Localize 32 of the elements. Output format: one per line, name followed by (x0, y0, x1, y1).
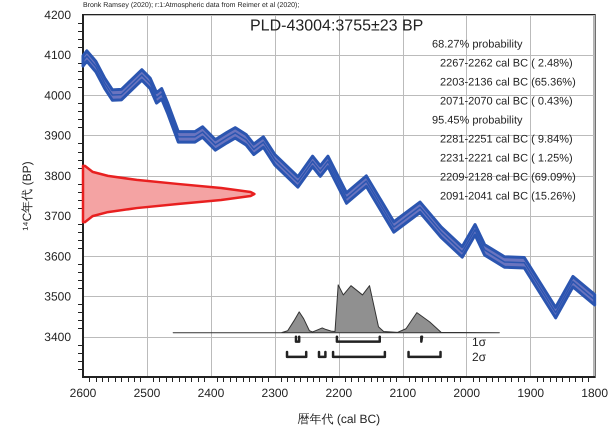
x-tick-label: 2000 (453, 386, 480, 400)
annotation: 2091-2041 cal BC (15.26%) (440, 190, 576, 202)
annotation: 68.27% probability (432, 38, 524, 50)
annotation: 2σ (472, 350, 487, 364)
annotation: 2267-2262 cal BC ( 2.48%) (440, 58, 573, 70)
y-tick-label: 4100 (44, 48, 72, 62)
annotation: 2209-2128 cal BC (69.09%) (440, 172, 576, 184)
x-tick-label: 2200 (325, 386, 352, 400)
annotation: 2281-2251 cal BC ( 9.84%) (440, 134, 573, 146)
x-tick-label: 1800 (581, 386, 608, 400)
annotation: 2231-2221 cal BC ( 1.25%) (440, 152, 573, 164)
x-tick-label: 2600 (70, 386, 97, 400)
x-tick-label: 2500 (134, 386, 161, 400)
y-tick-label: 3900 (44, 128, 72, 143)
annotation: 2203-2136 cal BC (65.36%) (440, 76, 576, 88)
x-tick-label: 2300 (262, 386, 289, 400)
y-tick-label: 3500 (44, 290, 72, 304)
x-tick-label: 1900 (517, 386, 544, 400)
y-axis-title: ¹⁴C年代 (BP) (20, 161, 34, 231)
chart-title: PLD-43004:3755±23 BP (250, 18, 424, 34)
x-tick-label: 2400 (198, 386, 225, 400)
y-tick-label: 3600 (44, 249, 72, 264)
y-tick-label: 4000 (44, 88, 72, 102)
annotation: 1σ (472, 335, 487, 349)
x-axis-title: 暦年代 (cal BC) (297, 412, 380, 426)
y-tick-label: 4200 (44, 8, 72, 22)
y-tick-label: 3700 (44, 209, 72, 224)
y-tick-label: 3800 (44, 168, 72, 183)
annotation: 2071-2070 cal BC ( 0.43%) (440, 96, 573, 108)
annotation: 95.45% probability (432, 114, 524, 126)
x-tick-label: 2100 (389, 386, 416, 400)
y-tick-label: 3400 (44, 330, 72, 344)
